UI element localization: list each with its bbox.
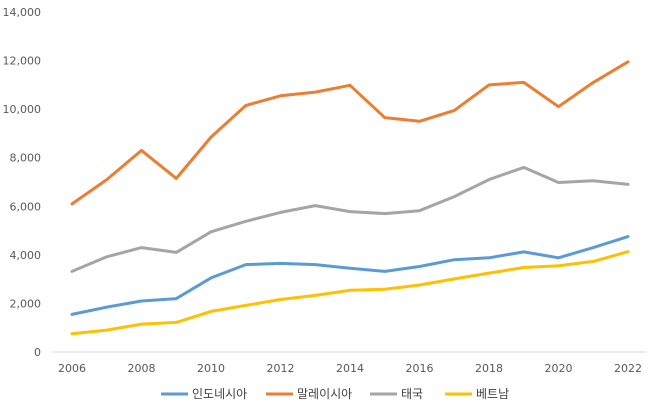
y-axis-tick-labels: 0 2,000 4,000 6,000 8,000 10,000 12,000 14,000 <box>3 6 42 359</box>
x-tick-label: 2012 <box>267 362 295 375</box>
y-tick-label: 12,000 <box>3 55 42 68</box>
series-line-3 <box>70 165 630 273</box>
y-tick-label: 14,000 <box>3 6 42 19</box>
x-tick-label: 2020 <box>545 362 573 375</box>
y-tick-label: 2,000 <box>10 297 42 310</box>
series-lines <box>70 60 630 336</box>
y-tick-label: 10,000 <box>3 103 42 116</box>
x-tick-label: 2022 <box>614 362 642 375</box>
series-line-2 <box>70 60 630 206</box>
y-tick-label: 4,000 <box>10 249 42 262</box>
legend: 인도네시아 말레이시아 태국 베트남 <box>161 387 509 401</box>
y-tick-label: 0 <box>34 346 41 359</box>
x-tick-label: 2016 <box>406 362 434 375</box>
y-tick-label: 8,000 <box>10 152 42 165</box>
legend-label-4: 베트남 <box>476 387 509 401</box>
x-tick-label: 2010 <box>197 362 225 375</box>
legend-label-2: 말레이시아 <box>297 387 352 401</box>
series-line-1 <box>70 235 630 316</box>
x-tick-label: 2006 <box>58 362 86 375</box>
x-tick-label: 2008 <box>128 362 156 375</box>
x-tick-label: 2018 <box>475 362 503 375</box>
legend-label-3: 태국 <box>401 387 423 401</box>
x-tick-label: 2014 <box>336 362 364 375</box>
x-axis-tick-labels: 2006 2008 2010 2012 2014 2016 2018 2020 2022 <box>58 362 642 375</box>
series-line-4 <box>70 250 630 336</box>
legend-label-1: 인도네시아 <box>192 387 247 401</box>
y-tick-label: 6,000 <box>10 200 42 213</box>
